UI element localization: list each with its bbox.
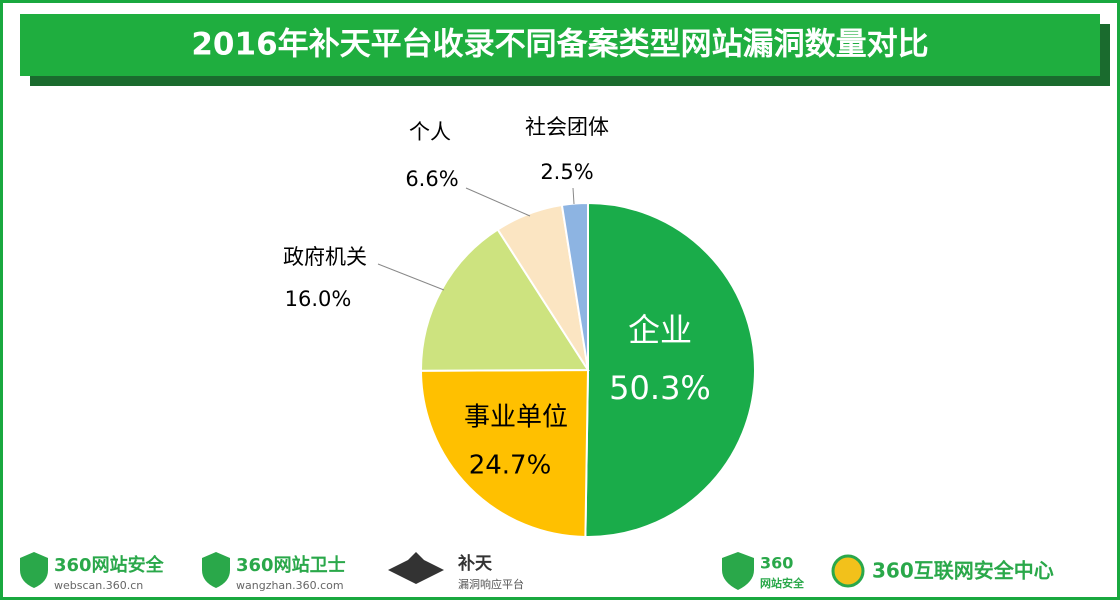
logo-icon <box>831 554 865 588</box>
logo-text: 网站安全 <box>760 576 805 590</box>
logo-icon <box>20 552 48 588</box>
pie-slice <box>419 368 590 538</box>
value-label: 2.5% <box>540 160 593 184</box>
category-label: 事业单位 <box>464 403 568 433</box>
value-label: 24.7% <box>469 451 552 481</box>
leader-line <box>465 187 531 217</box>
logo-text: 补天 <box>457 553 493 574</box>
logo-text: 360互联网安全中心 <box>872 559 1054 583</box>
pie-slice <box>560 201 589 371</box>
value-label: 6.6% <box>405 167 458 191</box>
category-label: 社会团体 <box>525 115 609 139</box>
footer: 360网站安全 webscan.360.cn 360网站卫士 wangzhan.… <box>20 552 1054 592</box>
category-label: 企业 <box>628 311 692 349</box>
pie-slice <box>584 201 756 538</box>
pie-slice <box>420 228 590 372</box>
value-label: 16.0% <box>285 287 352 311</box>
chart-title: 2016年补天平台收录不同备案类型网站漏洞数量对比 <box>191 27 928 63</box>
logo-text: webscan.360.cn <box>54 579 143 592</box>
value-label: 50.3% <box>609 369 711 407</box>
logo-icon <box>202 552 230 588</box>
leader-line <box>572 187 575 205</box>
logo-text: 360网站卫士 <box>236 554 346 576</box>
logo-text: 360 <box>760 554 793 573</box>
pie: 企业 50.3% 事业单位 24.7% 政府机关 16.0% 个人 6.6% 社会团体 2.5% <box>283 115 756 538</box>
logo-text: 360网站安全 <box>54 554 165 576</box>
category-label: 政府机关 <box>283 245 367 269</box>
logo-text: 漏洞响应平台 <box>458 577 524 591</box>
logo-icon <box>722 552 754 590</box>
leader-line <box>377 263 445 291</box>
category-label: 个人 <box>409 120 451 144</box>
title-banner <box>20 14 1100 76</box>
logo-icon <box>388 552 444 584</box>
logo-text: wangzhan.360.com <box>236 579 344 592</box>
